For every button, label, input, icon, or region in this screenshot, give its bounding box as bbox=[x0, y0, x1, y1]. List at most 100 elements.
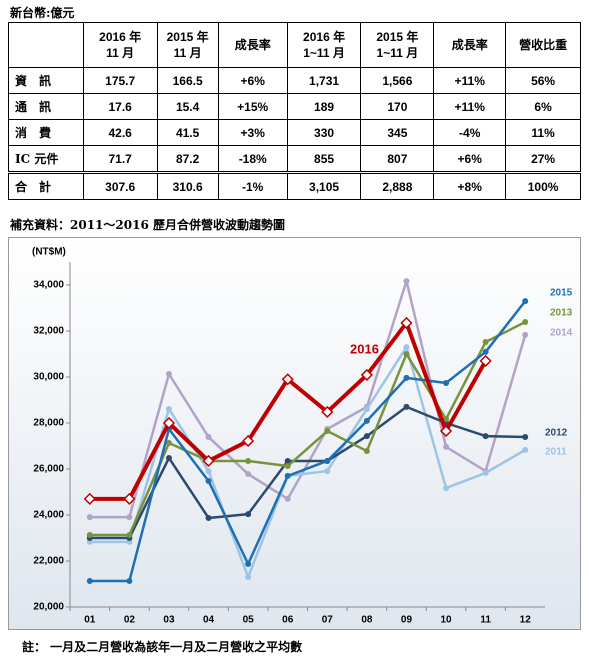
series-label: 2016 bbox=[350, 341, 379, 356]
point-marker bbox=[403, 403, 410, 410]
point-marker bbox=[363, 448, 370, 455]
point-marker bbox=[205, 434, 212, 441]
y-tick-label: 34,000 bbox=[33, 280, 64, 291]
table-cell: 310.6 bbox=[156, 171, 219, 200]
point-marker bbox=[242, 434, 255, 448]
unit-label: 新台幣:億元 bbox=[10, 6, 75, 20]
table-cell: +6% bbox=[433, 145, 507, 173]
footnote: 註： 一月及二月營收為該年一月及二月營收之平均數 bbox=[22, 640, 303, 654]
point-marker bbox=[205, 514, 212, 521]
point-marker bbox=[324, 428, 331, 435]
header-cell: 2016 年 1~11 月 bbox=[286, 22, 362, 68]
x-tick-label: 11 bbox=[480, 615, 491, 626]
point-marker bbox=[439, 424, 453, 438]
table-cell: +8% bbox=[433, 171, 507, 200]
point-marker bbox=[245, 574, 252, 581]
point-marker bbox=[284, 495, 291, 502]
table-cell: 170 bbox=[360, 93, 435, 120]
point-marker bbox=[126, 532, 133, 539]
table-cell: 307.6 bbox=[82, 171, 158, 200]
table-cell: 資 訊 bbox=[8, 67, 84, 94]
header-text: 1~11 月 bbox=[303, 46, 345, 60]
table-cell: 345 bbox=[360, 119, 435, 146]
x-tick-label: 07 bbox=[322, 615, 334, 626]
header-cell bbox=[8, 22, 84, 68]
table-cell: 166.5 bbox=[156, 67, 219, 94]
table-cell: +3% bbox=[217, 119, 288, 146]
header-cell: 成長率 bbox=[433, 22, 507, 68]
table-cell: 1,566 bbox=[360, 67, 435, 94]
caption: 補充資料：2011～2016 歷月合併營收波動趨勢圖 bbox=[10, 218, 285, 232]
chart-frame bbox=[8, 237, 581, 630]
table-cell: 41.5 bbox=[156, 119, 219, 146]
x-tick-label: 03 bbox=[163, 615, 175, 626]
y-tick-label: 26,000 bbox=[33, 464, 64, 475]
y-tick-label: 24,000 bbox=[33, 510, 64, 521]
header-text: 2016 年 bbox=[99, 30, 142, 44]
point-marker bbox=[321, 405, 334, 419]
point-marker bbox=[245, 511, 252, 518]
table-cell: 42.6 bbox=[82, 119, 158, 146]
table-row: IC 元件 71.7 87.2 -18% 855 807 +6% 27% bbox=[8, 145, 581, 173]
point-marker bbox=[202, 454, 215, 468]
table-cell: IC 元件 bbox=[8, 145, 84, 173]
x-tick-label: 06 bbox=[282, 615, 294, 626]
point-marker bbox=[86, 532, 93, 539]
point-marker bbox=[126, 514, 133, 521]
y-axis-label: (NT$M) bbox=[32, 247, 66, 258]
header-cell: 2015 年 11 月 bbox=[156, 22, 219, 68]
table-cell: 56% bbox=[505, 67, 581, 94]
table-cell: 11% bbox=[505, 119, 581, 146]
point-marker bbox=[126, 578, 133, 585]
point-marker bbox=[482, 348, 489, 355]
point-marker bbox=[482, 433, 489, 440]
point-marker bbox=[281, 373, 294, 386]
header-text: 2015 年 bbox=[376, 30, 419, 44]
point-marker bbox=[205, 468, 212, 475]
point-marker bbox=[245, 457, 252, 464]
point-marker bbox=[522, 331, 529, 338]
point-marker bbox=[165, 454, 172, 461]
x-tick-label: 08 bbox=[361, 615, 373, 626]
table-cell: 807 bbox=[360, 145, 435, 173]
point-marker bbox=[522, 319, 529, 326]
series-label: 2015 bbox=[550, 288, 573, 299]
y-tick-label: 22,000 bbox=[33, 556, 64, 567]
table-cell: -1% bbox=[217, 171, 288, 200]
y-tick-label: 28,000 bbox=[33, 418, 64, 429]
table-cell: 27% bbox=[505, 145, 581, 173]
header-cell: 2015 年 1~11 月 bbox=[360, 22, 435, 68]
point-marker bbox=[363, 433, 370, 440]
point-marker bbox=[86, 514, 93, 521]
point-marker bbox=[245, 471, 252, 478]
x-tick-label: 09 bbox=[401, 615, 413, 626]
table-cell: 合 計 bbox=[8, 171, 84, 200]
point-marker bbox=[83, 492, 96, 505]
header-text: 1~11 月 bbox=[376, 46, 419, 60]
point-marker bbox=[403, 344, 410, 351]
x-tick-label: 02 bbox=[124, 615, 136, 626]
point-marker bbox=[522, 434, 529, 441]
y-tick-label: 32,000 bbox=[33, 326, 64, 337]
point-marker bbox=[165, 371, 172, 378]
header-text: 成長率 bbox=[451, 38, 488, 52]
point-marker bbox=[86, 578, 93, 585]
point-marker bbox=[403, 374, 410, 381]
y-tick-label: 20,000 bbox=[33, 602, 64, 613]
point-marker bbox=[324, 457, 331, 464]
point-marker bbox=[205, 477, 212, 484]
x-tick-label: 01 bbox=[84, 615, 96, 626]
header-text: 2015 年 bbox=[166, 30, 209, 44]
table-cell: +6% bbox=[217, 67, 288, 94]
series-line bbox=[89, 300, 527, 583]
table-cell: 87.2 bbox=[156, 145, 219, 173]
point-marker bbox=[245, 560, 252, 567]
point-marker bbox=[403, 351, 410, 357]
table-row: 資 訊 175.7 166.5 +6% 1,731 1,566 +11% 56% bbox=[8, 67, 581, 94]
header-text: 成長率 bbox=[234, 38, 271, 52]
table-cell: 855 bbox=[286, 145, 362, 173]
table-cell: -18% bbox=[217, 145, 288, 173]
table-cell: -4% bbox=[433, 119, 507, 146]
series-label: 2011 bbox=[545, 447, 567, 458]
